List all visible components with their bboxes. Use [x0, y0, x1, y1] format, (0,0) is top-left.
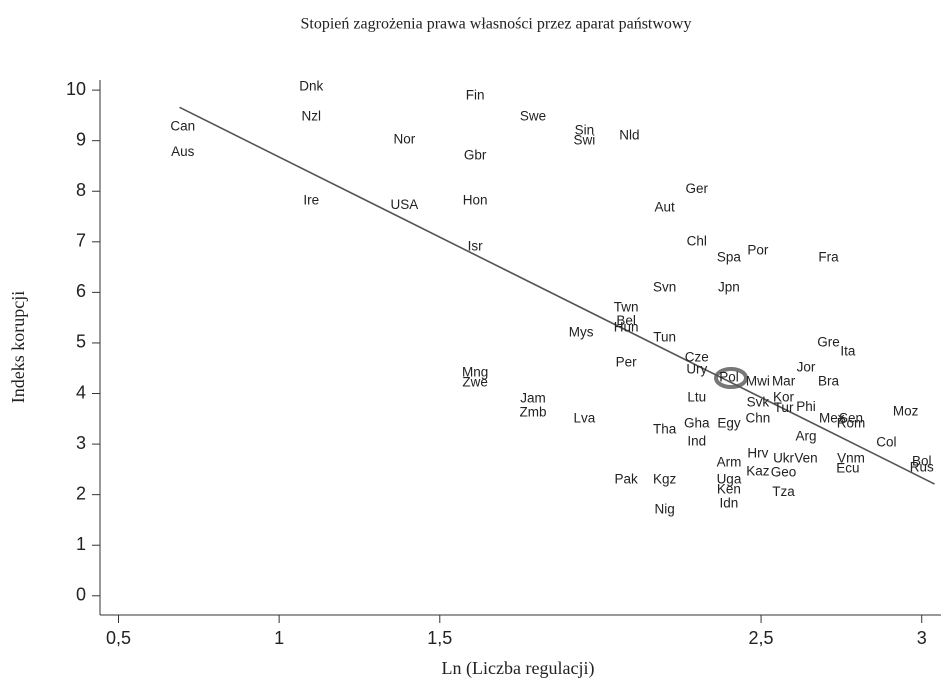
- point-label: Pol: [719, 369, 739, 384]
- point-label: Ukr: [773, 450, 794, 465]
- y-tick-label: 3: [76, 433, 86, 453]
- point-label: Col: [876, 435, 896, 450]
- point-label: Vnm: [837, 450, 865, 465]
- point-label: Phi: [796, 399, 816, 414]
- point-label: Moz: [893, 403, 919, 418]
- point-label: Pak: [615, 472, 639, 487]
- point-label: Bra: [818, 373, 840, 388]
- point-label: Mwi: [746, 373, 770, 388]
- point-label: Gbr: [464, 147, 487, 162]
- point-label: Ken: [717, 482, 741, 497]
- point-label: Mar: [772, 373, 796, 388]
- point-label: Svn: [653, 279, 676, 294]
- trend-line: [179, 106, 935, 485]
- y-tick-label: 8: [76, 180, 86, 200]
- y-tick-label: 6: [76, 281, 86, 301]
- point-label: USA: [391, 197, 419, 212]
- point-label: Cze: [685, 350, 709, 365]
- point-label: Jam: [520, 391, 546, 406]
- point-label: Sin: [575, 123, 595, 138]
- point-label: Arg: [796, 429, 817, 444]
- point-label: Tun: [653, 329, 676, 344]
- point-label: Can: [170, 119, 195, 134]
- point-label: Tha: [653, 421, 677, 436]
- point-label: Gre: [817, 335, 840, 350]
- point-label: Zmb: [519, 404, 546, 419]
- x-tick-label: 1: [274, 628, 284, 648]
- point-label: Geo: [771, 464, 797, 479]
- chart-title: Stopień zagrożenia prawa własności przez…: [301, 16, 692, 33]
- x-tick-label: 1,5: [427, 628, 452, 648]
- point-label: Hun: [614, 319, 639, 334]
- point-label: Bel: [616, 313, 636, 328]
- point-label: Ire: [303, 192, 319, 207]
- point-label: Mys: [569, 324, 594, 339]
- point-label: Nig: [655, 501, 675, 516]
- point-label: Aut: [655, 199, 676, 214]
- point-label: Hrv: [747, 445, 768, 460]
- point-label: Jor: [797, 359, 816, 374]
- point-label: Ltu: [687, 390, 706, 405]
- point-label: Chn: [745, 410, 770, 425]
- point-label: Lva: [573, 410, 595, 425]
- point-label: Kaz: [746, 463, 770, 478]
- point-label: Mex: [819, 410, 845, 425]
- point-label: Gha: [684, 415, 710, 430]
- point-label: Arm: [717, 454, 742, 469]
- point-label: Idn: [720, 495, 739, 510]
- point-label: Tur: [774, 400, 794, 415]
- x-tick-label: 3: [917, 628, 927, 648]
- point-label: Ita: [840, 344, 856, 359]
- point-label: Fra: [818, 250, 839, 265]
- y-tick-label: 5: [76, 332, 86, 352]
- y-tick-label: 4: [76, 382, 86, 402]
- point-label: Jpn: [718, 279, 740, 294]
- point-label: Svk: [747, 395, 770, 410]
- point-label: Nor: [394, 132, 416, 147]
- point-label: Ven: [794, 450, 817, 465]
- x-tick-label: 0,5: [106, 628, 131, 648]
- y-tick-label: 2: [76, 483, 86, 503]
- point-label: Nld: [619, 128, 639, 143]
- point-label: Chl: [687, 233, 707, 248]
- point-label: Rus: [910, 459, 934, 474]
- point-label: Ury: [686, 361, 707, 376]
- point-label: Zwe: [462, 374, 488, 389]
- point-label: Ger: [686, 181, 709, 196]
- y-axis-label: Indeks korupcji: [8, 291, 28, 403]
- point-label: Isr: [468, 238, 484, 253]
- point-label: Por: [747, 242, 769, 257]
- point-label: Egy: [717, 415, 741, 430]
- point-label: Mng: [462, 364, 488, 379]
- x-axis-label: Ln (Liczba regulacji): [442, 658, 595, 679]
- point-label: Ecu: [836, 460, 859, 475]
- x-tick-label: 2,5: [749, 628, 774, 648]
- point-label: Swe: [520, 108, 546, 123]
- point-label: Kgz: [653, 472, 677, 487]
- point-label: Tza: [772, 484, 795, 499]
- point-label: Uga: [717, 472, 742, 487]
- y-tick-label: 1: [76, 534, 86, 554]
- point-label: Bol: [912, 453, 932, 468]
- point-label: Twn: [614, 300, 639, 315]
- highlight-ring: [714, 367, 748, 389]
- y-tick-label: 10: [66, 79, 86, 99]
- point-label: Sen: [839, 410, 863, 425]
- point-label: Hon: [463, 192, 488, 207]
- point-label: Nzl: [302, 108, 322, 123]
- point-label: Spa: [717, 250, 742, 265]
- point-label: Aus: [171, 144, 195, 159]
- point-label: Rom: [837, 415, 866, 430]
- point-label: Kor: [773, 390, 795, 405]
- point-label: Dnk: [299, 79, 323, 94]
- y-tick-label: 9: [76, 129, 86, 149]
- y-tick-label: 0: [76, 585, 86, 605]
- point-label: Ind: [687, 434, 706, 449]
- point-label: Fin: [466, 88, 485, 103]
- point-label: Per: [616, 355, 638, 370]
- point-label: Swi: [573, 133, 595, 148]
- y-tick-label: 7: [76, 231, 86, 251]
